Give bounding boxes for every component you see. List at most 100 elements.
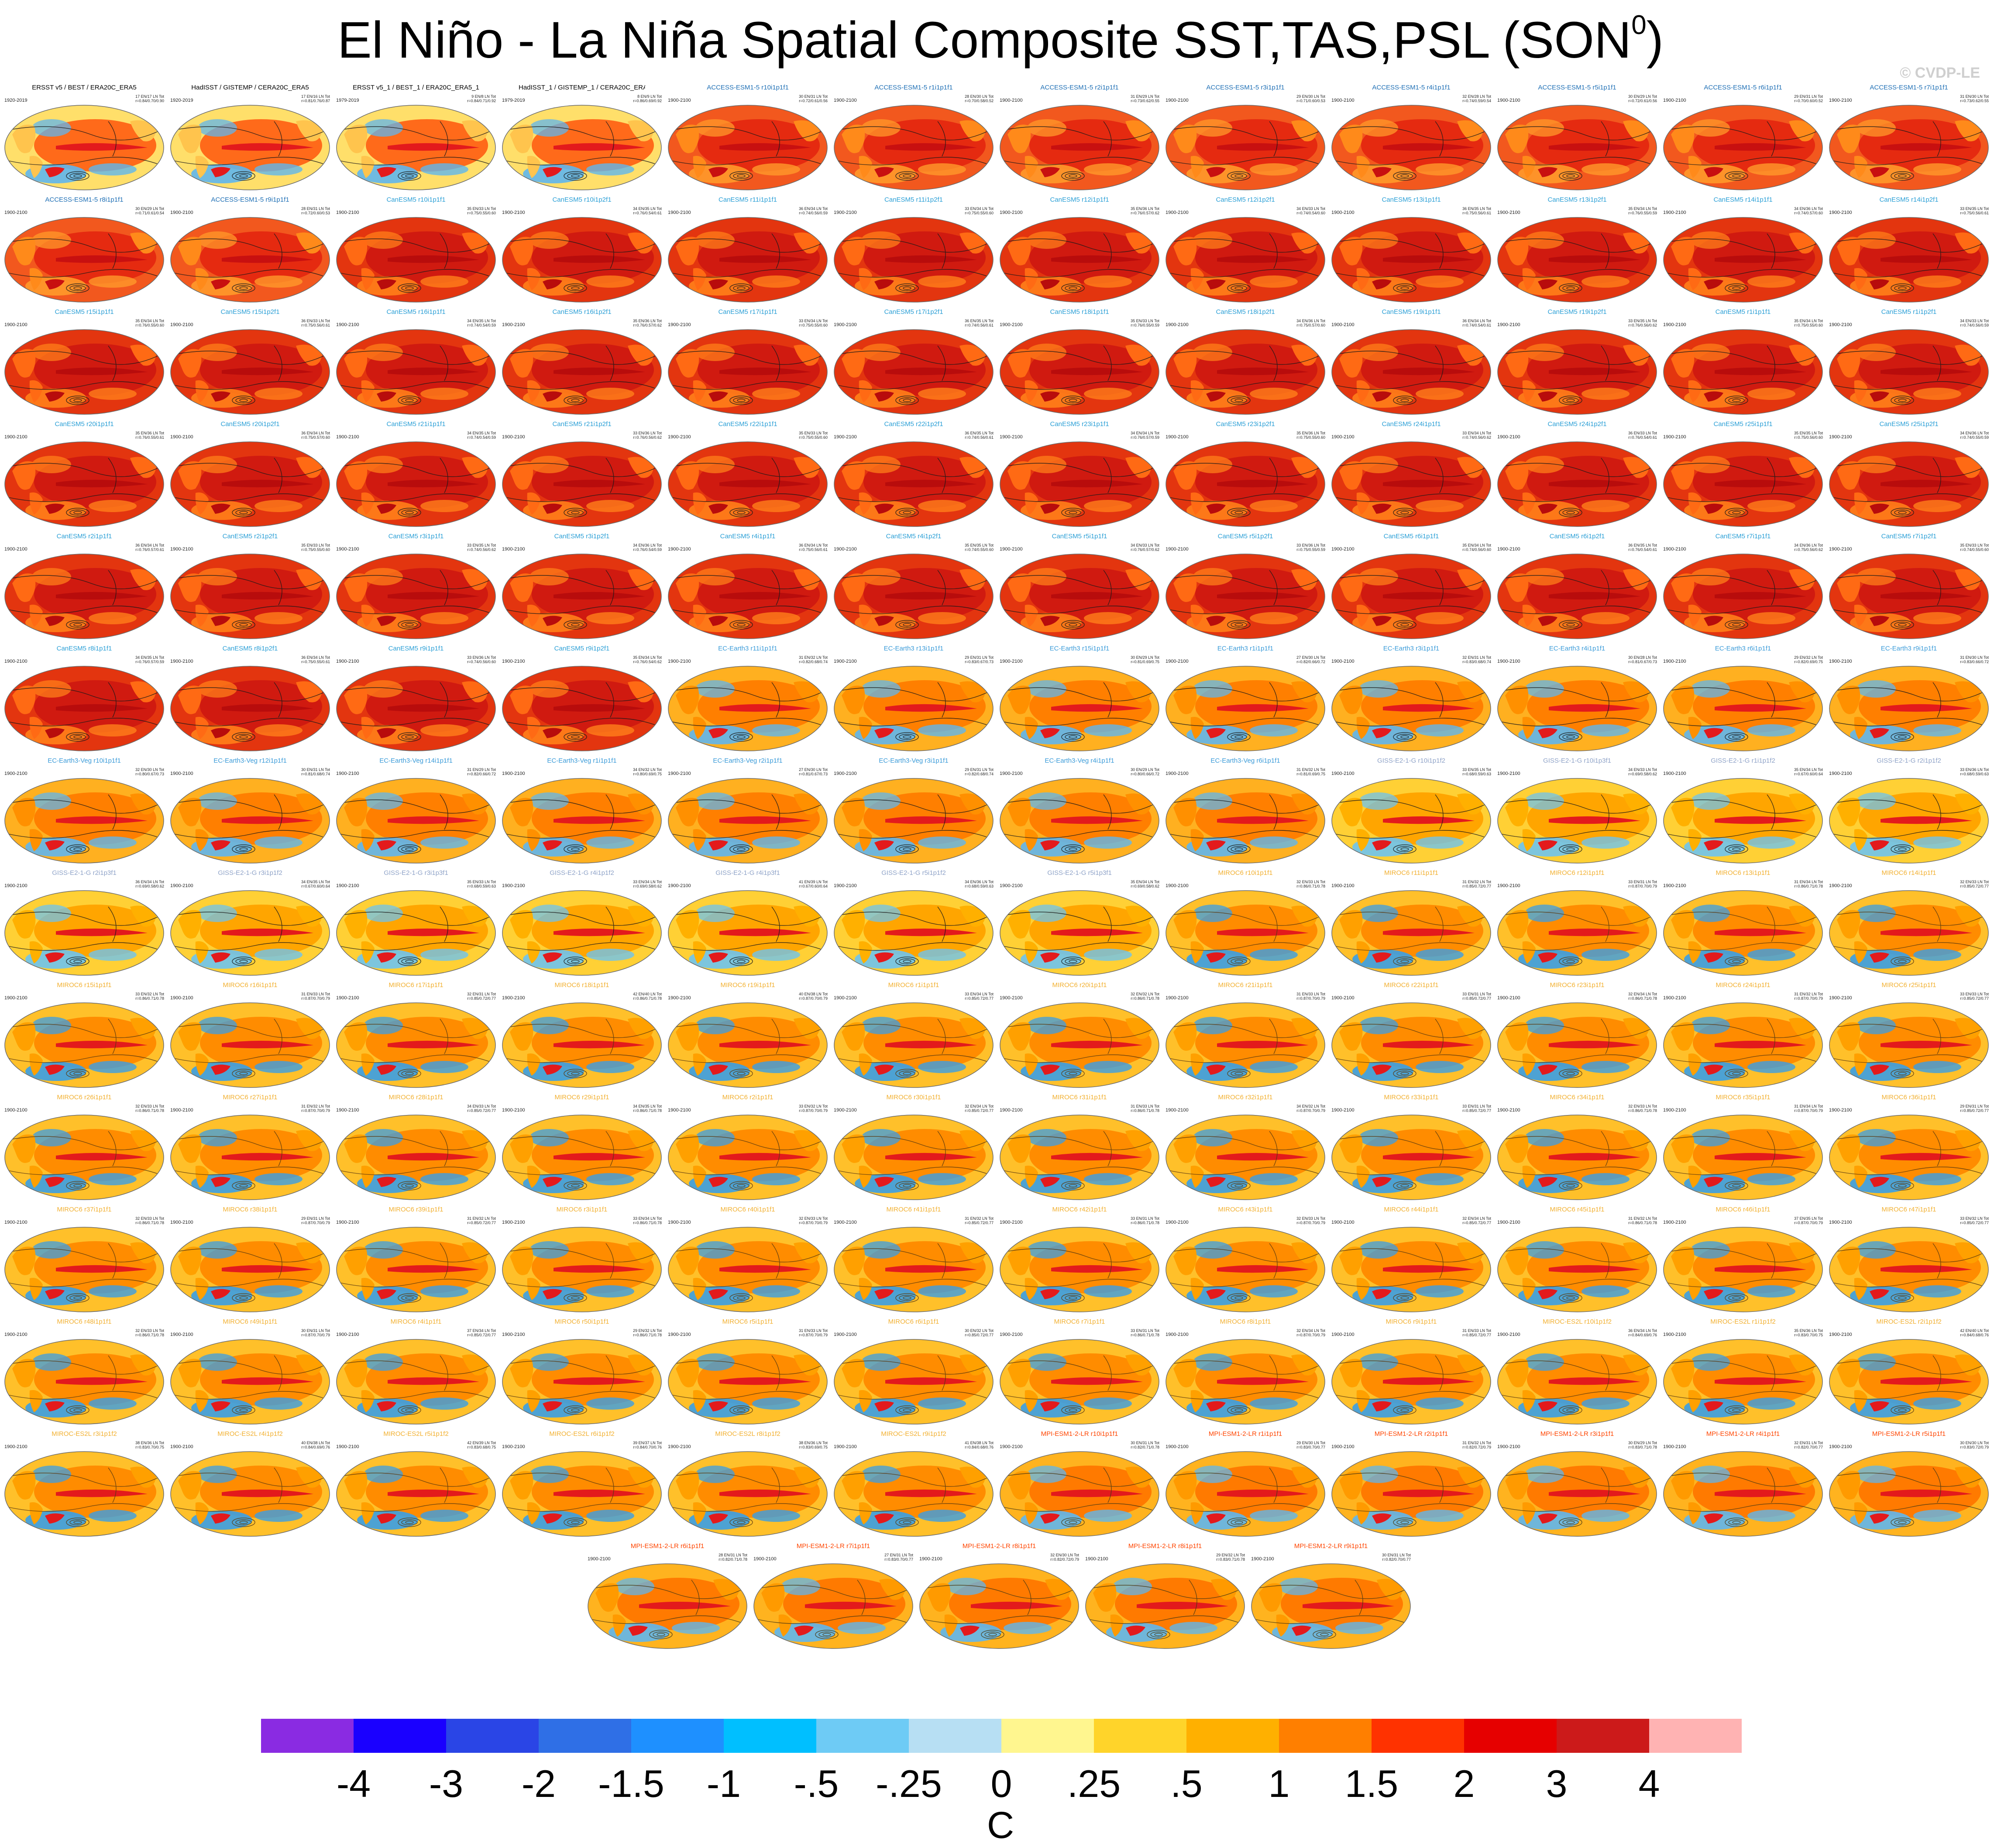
panel-period: 1900-2100 <box>588 1556 611 1562</box>
panel-stats: 32 EN/28 LN Tot r=0.74/0.59/0.54 <box>1462 94 1491 103</box>
panel-stat-line: r=0.85/0.72/0.77 <box>1960 996 1989 1001</box>
panel-stat-line: r=0.82/0.70/0.77 <box>1382 1557 1411 1562</box>
panel-period: 1900-2100 <box>1085 1556 1108 1562</box>
panel-stat-line: r=0.84/0.70/0.90 <box>135 99 164 103</box>
map-panel: MIROC6 r38i1p1f1 1900-2100 29 EN/31 LN Tot… <box>169 1205 331 1313</box>
panel-title: MIROC6 r36i1p1f1 <box>1881 1094 1936 1101</box>
panel-stat-line: r=0.86/0.71/0.78 <box>1131 1221 1159 1225</box>
map-panel: CanESM5 r8i1p1f1 1900-2100 34 EN/35 LN Tot… <box>3 644 165 752</box>
panel-stats: 33 EN/31 LN Tot r=0.86/0.71/0.78 <box>1131 1216 1159 1225</box>
composite-map <box>4 554 164 639</box>
panel-stat-line: r=0.76/0.57/0.61 <box>135 547 164 552</box>
panel-stat-line: 32 EN/31 LN Tot <box>467 992 496 996</box>
panel-stat-line: 32 EN/33 LN Tot <box>135 1104 164 1108</box>
panel-stat-line: r=0.82/0.72/0.79 <box>1462 1445 1491 1450</box>
panel-title: MPI-ESM1-2-LR r8i1p1f1 <box>962 1542 1036 1550</box>
panel-stats: 32 EN/32 LN Tot r=0.86/0.71/0.78 <box>1131 992 1159 1001</box>
panel-title: ERSST v5 / BEST / ERA20C_ERA5 <box>32 84 137 91</box>
map-panel: MIROC6 r25i1p1f1 1900-2100 33 EN/33 LN Tot… <box>1828 981 1990 1089</box>
panel-period: 1900-2100 <box>1000 210 1023 215</box>
map-panel: ACCESS-ESM1-5 r10i1p1f1 1900-2100 30 EN/31… <box>667 83 829 191</box>
panel-stat-line: r=0.84/0.70/0.76 <box>633 1445 662 1450</box>
panel-stat-line: 33 EN/31 LN Tot <box>1462 1104 1491 1108</box>
colorbar-swatch <box>724 1719 816 1753</box>
panel-stats: 36 EN/35 LN Tot r=0.74/0.56/0.61 <box>965 319 994 328</box>
colorbar-swatch <box>631 1719 724 1753</box>
panel-title: MIROC-ES2L r4i1p1f2 <box>217 1430 283 1438</box>
panel-title: ACCESS-ESM1-5 r1i1p1f1 <box>874 84 953 91</box>
panel-stat-line: r=0.86/0.71/0.78 <box>135 1108 164 1113</box>
composite-map <box>1331 441 1491 527</box>
map-panel: GISS-E2-1-G r5i1p3f1 1900-2100 35 EN/34 LN… <box>999 868 1160 977</box>
panel-title: GISS-E2-1-G r3i1p1f2 <box>218 869 282 877</box>
panel-stat-line: r=0.74/0.54/0.60 <box>1296 211 1325 216</box>
panel-title: GISS-E2-1-G r5i1p1f2 <box>881 869 946 877</box>
panel-period: 1900-2100 <box>834 434 857 440</box>
panel-stats: 8 EN/9 LN Tot r=0.86/0.69/0.92 <box>633 94 662 103</box>
panel-stats: 33 EN/36 LN Tot r=0.75/0.55/0.59 <box>1296 543 1325 552</box>
map-panel: EC-Earth3-Veg r6i1p1f1 1900-2100 31 EN/32 … <box>1165 756 1326 864</box>
panel-stat-line: r=0.76/0.57/0.59 <box>135 660 164 664</box>
panel-stats: 27 EN/31 LN Tot r=0.83/0.70/0.77 <box>884 1553 913 1562</box>
panel-period: 1900-2100 <box>4 883 28 888</box>
panel-title: MIROC6 r20i1p1f1 <box>1052 981 1107 989</box>
panel-stats: 32 EN/33 LN Tot r=0.86/0.71/0.78 <box>135 1104 164 1113</box>
panel-stat-line: r=0.86/0.71/0.78 <box>633 1333 662 1338</box>
panel-title: MIROC6 r21i1p1f1 <box>1218 981 1273 989</box>
panel-stat-line: r=0.74/0.54/0.59 <box>467 323 496 328</box>
panel-stats: 30 EN/29 LN Tot r=0.80/0.66/0.72 <box>1131 767 1159 777</box>
panel-title: EC-Earth3 r3i1p1f1 <box>1383 645 1440 652</box>
map-panel: EC-Earth3 r1i1p1f1 1900-2100 27 EN/30 LN T… <box>1165 644 1326 752</box>
panel-period: 1900-2100 <box>1663 210 1686 215</box>
panel-period: 1900-2100 <box>1000 322 1023 327</box>
panel-stat-line: r=0.84/0.69/0.76 <box>301 1445 330 1450</box>
panel-stat-line: 34 EN/35 LN Tot <box>135 655 164 660</box>
panel-stat-line: 36 EN/34 LN Tot <box>1628 1328 1657 1333</box>
panel-stat-line: 33 EN/36 LN Tot <box>467 655 496 660</box>
composite-map <box>1829 329 1989 415</box>
panel-stat-line: r=0.81/0.69/0.75 <box>1131 660 1159 664</box>
colorbar-swatch <box>261 1719 354 1753</box>
panel-title: CanESM5 r19i1p2f1 <box>1547 308 1607 316</box>
panel-period: 1900-2100 <box>834 1332 857 1337</box>
panel-period: 1900-2100 <box>336 322 359 327</box>
panel-stat-line: r=0.76/0.55/0.59 <box>1628 211 1657 216</box>
composite-map <box>668 1227 828 1312</box>
panel-stats: 29 EN/32 LN Tot r=0.82/0.69/0.75 <box>1794 655 1823 664</box>
panel-stat-line: r=0.75/0.55/0.60 <box>1794 323 1823 328</box>
panel-stats: 36 EN/34 LN Tot r=0.84/0.69/0.76 <box>1628 1328 1657 1338</box>
panel-stat-line: 9 EN/8 LN Tot <box>471 94 496 99</box>
panel-period: 1900-2100 <box>668 1332 691 1337</box>
colorbar-swatch <box>446 1719 539 1753</box>
panel-stat-line: r=0.76/0.54/0.61 <box>633 211 662 216</box>
composite-map <box>502 329 662 415</box>
composite-map <box>336 217 496 303</box>
map-panel: CanESM5 r25i1p1f1 1900-2100 35 EN/35 LN To… <box>1662 420 1824 528</box>
panel-title: GISS-E2-1-G r2i1p1f2 <box>1877 757 1941 764</box>
panel-period: 1900-2100 <box>1166 434 1189 440</box>
panel-stat-line: r=0.75/0.56/0.61 <box>799 547 828 552</box>
panel-stat-line: 36 EN/35 LN Tot <box>1462 206 1491 211</box>
panel-stat-line: 27 EN/30 LN Tot <box>1296 655 1325 660</box>
colorbar-swatch <box>1649 1719 1742 1753</box>
panel-title: CanESM5 r15i1p2f1 <box>220 308 280 316</box>
map-panel: EC-Earth3 r4i1p1f1 1900-2100 30 EN/28 LN T… <box>1496 644 1658 752</box>
panel-stat-line: 35 EN/34 LN Tot <box>135 319 164 323</box>
panel-stat-line: r=0.75/0.56/0.61 <box>301 323 330 328</box>
map-panel: CanESM5 r20i1p2f1 1900-2100 36 EN/34 LN To… <box>169 420 331 528</box>
panel-period: 1900-2100 <box>170 883 193 888</box>
panel-title: CanESM5 r21i1p2f1 <box>552 420 612 428</box>
panel-period: 1900-2100 <box>1663 434 1686 440</box>
composite-map <box>1829 1339 1989 1425</box>
panel-stat-line: 31 EN/33 LN Tot <box>799 1328 828 1333</box>
panel-stat-line: 31 EN/34 LN Tot <box>1794 880 1823 884</box>
panel-title: MIROC6 r13i1p1f1 <box>1716 869 1771 877</box>
panel-period: 1900-2100 <box>1000 1220 1023 1225</box>
panel-title: MIROC6 r15i1p1f1 <box>57 981 112 989</box>
panel-title: GISS-E2-1-G r10i1p1f2 <box>1377 757 1445 764</box>
panel-period: 1900-2100 <box>1331 1108 1355 1113</box>
map-panel: MIROC6 r10i1p1f1 1900-2100 32 EN/33 LN Tot… <box>1165 868 1326 977</box>
panel-stat-line: 35 EN/34 LN Tot <box>1794 767 1823 772</box>
panel-title: MIROC6 r39i1p1f1 <box>389 1206 444 1213</box>
composite-map <box>834 441 994 527</box>
